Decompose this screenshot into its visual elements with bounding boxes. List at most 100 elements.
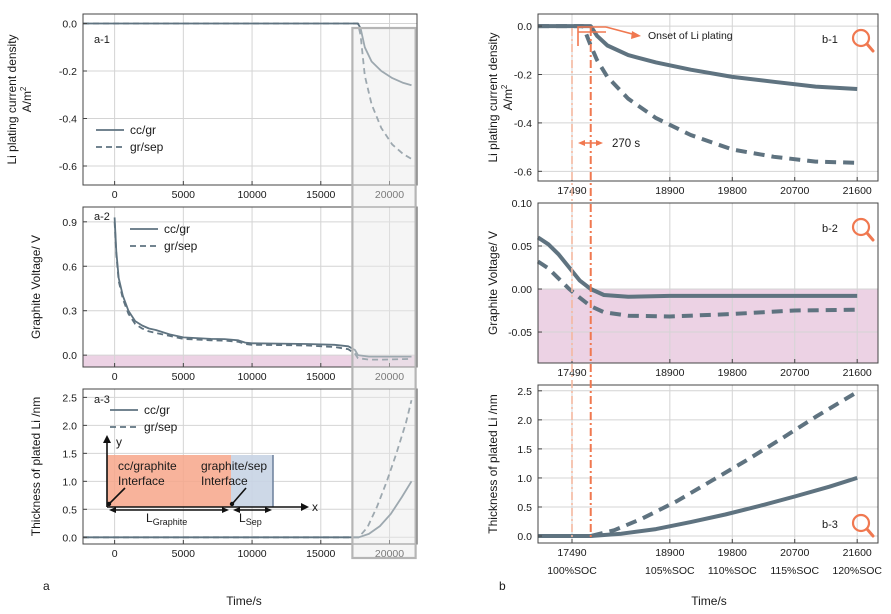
x-tick-label: 5000 <box>172 548 196 560</box>
x-tick-label: 0 <box>112 548 118 560</box>
onset-arrowhead <box>631 31 641 39</box>
x-axis-label-left: Time/s <box>226 594 262 608</box>
y-tick-label: 0.0 <box>62 19 77 31</box>
series-line-gr-sep <box>536 259 858 319</box>
panel-a3: 0 5000 10000 15000 200002.52.01.51.00.50.0a-… <box>29 388 418 560</box>
magnifier-icon <box>851 513 875 538</box>
highlight-window <box>351 26 417 560</box>
y-tick-label: 0.6 <box>62 261 77 273</box>
y-axis-label: Thickness of plated Li /nm <box>29 397 43 536</box>
panel-tag: a-2 <box>94 211 110 223</box>
x-tick-label: 20700 <box>780 547 809 559</box>
y-tick-label: 2.0 <box>62 420 77 432</box>
y-axis-label: Graphite Voltage/ V <box>486 231 500 335</box>
y-tick-label: 0.0 <box>517 531 532 543</box>
x-tick-label: 18900 <box>655 185 684 197</box>
interval-arrow-right <box>596 140 603 146</box>
x-tick-label: 19800 <box>718 185 747 197</box>
x-axis-label-right: Time/s <box>691 594 727 608</box>
y-tick-label: 1.0 <box>517 473 532 485</box>
onset-arrow-box <box>577 26 606 46</box>
schematic-x-label: x <box>312 500 318 514</box>
x-tick-label: 21600 <box>843 367 872 379</box>
plot-frame <box>537 384 879 544</box>
magnifier-lens <box>851 217 871 237</box>
panel-b2: 17490 18900 19800 20700 21600 0.10 0.05 0.00 -0.… <box>486 198 879 379</box>
y-axis-label: Thickness of plated Li /nm <box>486 394 500 533</box>
l-sep-sub: Sep <box>246 517 262 527</box>
pointer-1-dot <box>106 501 112 507</box>
x-tick-label: 20700 <box>780 185 809 197</box>
series-line-gr-sep <box>113 221 412 361</box>
legend-label: cc/gr <box>130 123 156 137</box>
legend-label: gr/sep <box>144 420 178 434</box>
interval-arrow-left <box>578 140 585 146</box>
gr-sep-label: graphite/sep <box>201 459 267 473</box>
x-tick-label: 10000 <box>237 189 266 201</box>
panel-b3: 17490 100%SOC 18900 105%SOC 19800 110%SOC 2070… <box>486 384 882 577</box>
legend-label: cc/gr <box>144 403 170 417</box>
y-tick-label: 2.5 <box>62 392 77 404</box>
magnifier-lens <box>851 28 871 48</box>
graphite-region <box>107 455 231 507</box>
series-line-gr-sep <box>538 390 859 538</box>
panel-tag: b-1 <box>822 34 838 46</box>
y-axis-label: Li plating current density <box>5 34 19 164</box>
l-sep-arrow-left <box>233 507 240 513</box>
soc-tick-label: 120%SOC <box>832 565 882 577</box>
figure-label-b: b <box>499 579 506 593</box>
y-tick-label: 0.0 <box>517 21 532 33</box>
l-graphite-arrow-right <box>222 507 229 513</box>
figure-label-a: a <box>43 579 50 593</box>
series-line-cc-gr <box>538 475 858 538</box>
plot-frame <box>82 13 418 186</box>
y-axis-label: Li plating current density <box>486 32 500 162</box>
plot-frame <box>82 206 418 368</box>
panel-tag: a-3 <box>94 394 110 406</box>
panel-a1: 0 5000 10000 15000 20000 0.0 -0.2 -0.4 -0.6 a-1 Li… <box>5 13 418 201</box>
x-tick-label: 21600 <box>843 547 872 559</box>
negative-voltage-region <box>538 289 878 363</box>
x-tick-label: 5000 <box>172 371 196 383</box>
magnifier-icon <box>851 217 875 242</box>
y-tick-label: -0.4 <box>514 118 532 130</box>
series-line-cc-gr <box>536 235 858 299</box>
x-tick-label: 0 <box>112 371 118 383</box>
y-tick-label: 0.5 <box>62 504 77 516</box>
l-graphite-sub: Graphite <box>153 517 188 527</box>
y-tick-label: -0.2 <box>514 70 532 82</box>
y-tick-label: -0.6 <box>59 161 77 173</box>
cc-graphite-label: cc/graphite <box>118 459 177 473</box>
schematic-y-label: y <box>116 435 122 449</box>
soc-tick-label: 105%SOC <box>645 565 695 577</box>
x-axis-arrow <box>301 503 309 511</box>
x-tick-label: 18900 <box>655 367 684 379</box>
legend-label: gr/sep <box>130 140 164 154</box>
y-tick-label: -0.6 <box>514 166 532 178</box>
onset-arrow <box>605 26 637 36</box>
y-tick-label: 2.0 <box>517 415 532 427</box>
y-tick-label: 1.0 <box>62 476 77 488</box>
plot-frame <box>82 388 418 545</box>
x-tick-label: 10000 <box>237 371 266 383</box>
highlight-box <box>351 26 417 560</box>
plot-frame <box>537 202 879 364</box>
y-axis-arrow <box>103 435 111 443</box>
y-tick-label: 0.5 <box>517 502 532 514</box>
b1-annotations: Onset of Li plating 270 s <box>577 26 733 150</box>
magnifier-handle <box>865 231 875 242</box>
l-sep-label: LSep <box>239 511 262 527</box>
panel-tag: a-1 <box>94 34 110 46</box>
x-tick-label: 17490 <box>557 367 586 379</box>
y-tick-label: 0.00 <box>512 284 533 296</box>
magnifier-handle <box>865 42 875 53</box>
x-tick-label: 18900 <box>655 547 684 559</box>
onset-label: Onset of Li plating <box>648 30 733 42</box>
series-line-gr-sep <box>538 24 858 165</box>
gr-sep-interface: Interface <box>201 474 248 488</box>
pointer-1 <box>109 487 126 504</box>
x-tick-label: 20000 <box>375 189 404 201</box>
legend-label: gr/sep <box>164 239 198 253</box>
x-tick-label: 15000 <box>306 189 335 201</box>
